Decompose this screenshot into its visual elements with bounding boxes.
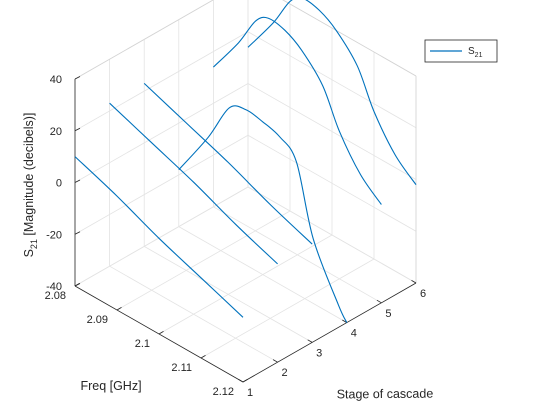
grid-line-z-backwall [74,83,249,183]
y-tick-mark [242,379,248,383]
y-tick-mark [200,355,206,359]
axis-lines [74,76,417,383]
y-tick-label: 2.09 [87,314,108,326]
y-axis-label: Freq [GHz] [80,379,141,393]
z-tick-mark [74,179,81,183]
s21-stage-6-line [247,0,417,186]
series-lines [74,0,417,323]
box-edge [282,0,417,77]
x-tick-label: 5 [385,308,391,320]
x-tick-mark [272,359,278,363]
grid-line-y-floor [158,234,333,335]
x-tick-label: 6 [420,288,426,300]
y-tick-label: 2.1 [135,338,150,350]
z-tick-label: 20 [50,126,62,138]
y-tick-mark [74,283,80,287]
grid-line-z-backwall [74,31,249,132]
s21-stage-3-line [143,82,313,245]
legend-label-sub: 21 [475,52,483,59]
y-tick-mark [116,307,122,311]
grid-line-y-floor [116,210,291,311]
grid-line-z-backwall [74,134,249,235]
z-axis-label-sub: 21 [29,239,39,249]
grid-line-y-floor [74,186,249,287]
grid-line-z-sidewall [247,83,417,180]
y-tick-label: 2.12 [213,386,234,398]
legend: S21 [424,39,498,63]
x-tick-label: 1 [247,387,253,399]
x-tick-label: 2 [282,367,288,379]
s21-stage-4-line [178,105,348,323]
legend-entry-s21: S21 [468,46,483,59]
grid-line-z-sidewall [247,134,417,232]
z-tick-mark [74,76,81,80]
s21-stage-1-line [74,156,244,318]
x-axis-label: Stage of cascade [337,387,434,402]
z-tick-label: -40 [46,281,62,293]
x-tick-label: 3 [316,347,322,359]
grid-line-z-backwall [74,0,214,80]
grid-lines [74,0,417,383]
z-tick-label: 0 [56,178,62,190]
y-tick-label: 2.08 [45,290,66,302]
x-axis-line [242,282,417,383]
tick-labels: -40 -20 0 20 40 2.08 2.09 2.1 2.11 2.12 1 2 3 4 5 6 [45,74,426,399]
z-tick-label: 40 [50,74,62,86]
z-tick-label: -20 [46,229,62,241]
y-tick-mark [158,331,164,335]
z-axis-label: S21 [Magnitude (decibels)] [22,113,39,258]
x-tick-mark [376,299,382,304]
legend-label-main: S [468,46,475,57]
y-tick-label: 2.11 [171,362,192,374]
x-tick-label: 4 [351,328,357,340]
z-tick-mark [74,231,81,235]
x-tick-mark [411,280,417,284]
grid-line-z-sidewall [247,31,417,129]
z-tick-mark [74,127,81,132]
z-axis-label-rest: [Magnitude (decibels)] [22,113,36,239]
s21-stage-2-line [109,102,278,265]
box-edge [74,0,214,80]
x-tick-mark [307,339,313,343]
grid-line-y-floor [200,258,375,359]
x-tick-mark [238,379,244,383]
z-axis-label-main: S [22,249,36,257]
s21-stage-5-line [213,16,382,205]
